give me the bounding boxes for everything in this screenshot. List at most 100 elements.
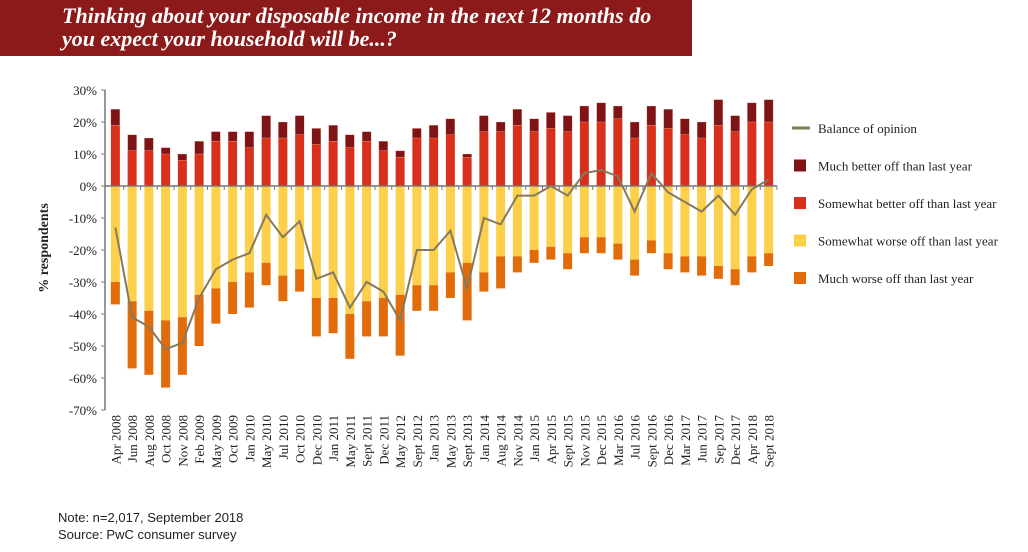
bar-much-worse [697, 256, 707, 276]
bar-much-worse [144, 310, 154, 375]
bar-much-better [730, 115, 740, 132]
bar-somewhat-worse [244, 186, 254, 273]
bar-somewhat-better [244, 147, 254, 186]
x-tick-label: Sept 2016 [644, 415, 659, 468]
bar-somewhat-worse [412, 186, 422, 286]
y-tick-label: -60% [69, 371, 97, 386]
bar-much-better [144, 137, 154, 151]
bar-much-better [713, 99, 724, 126]
bar-much-better [579, 105, 590, 123]
bar-somewhat-better [479, 131, 489, 186]
bar-much-worse [646, 240, 656, 254]
bar-much-better [395, 150, 405, 158]
legend-label: Much better off than last year [818, 159, 973, 174]
bar-much-worse [328, 298, 338, 334]
legend-swatch [794, 159, 806, 172]
bar-much-worse [445, 272, 455, 298]
bar-somewhat-worse [144, 186, 154, 311]
bar-much-better [696, 121, 707, 139]
bar-much-better [412, 128, 422, 139]
bar-somewhat-worse [445, 186, 455, 273]
bar-much-better [244, 131, 255, 148]
x-tick-label: Jan 2011 [326, 415, 341, 461]
bar-much-better [361, 131, 372, 142]
bar-somewhat-worse [295, 186, 305, 270]
x-tick-label: Sept 2013 [460, 415, 475, 467]
bar-somewhat-worse [177, 186, 187, 318]
x-tick-label: Sept 2018 [762, 415, 777, 467]
legend-swatch [794, 272, 806, 284]
x-tick-label: Jan 2010 [242, 415, 257, 462]
bar-much-better [294, 115, 305, 135]
bar-much-worse [680, 256, 690, 273]
bar-somewhat-better [127, 150, 137, 186]
bar-somewhat-worse [395, 186, 405, 295]
bar-somewhat-better [362, 141, 372, 186]
bar-somewhat-better [496, 131, 506, 186]
bar-somewhat-worse [211, 186, 221, 289]
bar-much-better [227, 131, 238, 142]
bar-somewhat-better [697, 138, 707, 186]
y-tick-label: 30% [73, 83, 97, 98]
x-tick-label: Jun 2017 [695, 415, 710, 463]
x-tick-label: May 2011 [343, 415, 358, 468]
bar-much-better [462, 153, 472, 158]
bar-much-better [160, 147, 171, 155]
x-tick-label: Nov 2008 [175, 415, 190, 467]
bar-somewhat-worse [278, 186, 288, 276]
y-tick-label: -10% [69, 211, 97, 226]
bar-somewhat-better [563, 131, 573, 186]
x-tick-label: Jan 2013 [427, 415, 442, 462]
bar-much-better [529, 118, 539, 132]
bar-much-better [110, 109, 121, 126]
bar-much-worse [630, 259, 640, 276]
bar-much-worse [127, 301, 137, 369]
bar-much-worse [730, 269, 740, 286]
bar-somewhat-worse [730, 186, 740, 270]
bar-somewhat-better [110, 125, 120, 186]
bar-much-worse [177, 317, 187, 375]
x-tick-label: Aug 2008 [142, 415, 157, 467]
y-tick-label: -50% [69, 339, 97, 354]
x-tick-label: Jan 2015 [527, 415, 542, 462]
bar-much-better [613, 105, 623, 119]
bar-much-better [747, 102, 757, 123]
x-tick-label: Jul 2016 [628, 415, 643, 460]
bar-somewhat-worse [697, 186, 707, 257]
bar-much-better [596, 102, 606, 123]
legend-swatch [794, 234, 806, 247]
x-tick-label: Feb 2009 [192, 415, 207, 464]
bar-somewhat-worse [529, 186, 539, 250]
bar-somewhat-worse [479, 186, 489, 273]
y-tick-label: -20% [69, 243, 97, 258]
bar-much-worse [311, 298, 321, 337]
bar-somewhat-worse [496, 186, 506, 257]
bar-somewhat-better [512, 125, 522, 186]
legend-label: Somewhat better off than last year [818, 196, 997, 211]
bar-somewhat-worse [713, 186, 723, 266]
bar-somewhat-better [579, 122, 589, 186]
bar-somewhat-worse [362, 186, 372, 302]
bar-much-better [646, 105, 657, 126]
bar-much-worse [295, 269, 305, 292]
x-tick-label: Sep 2017 [711, 415, 726, 464]
y-tick-label: 20% [73, 115, 97, 130]
bar-somewhat-better [261, 138, 271, 186]
bar-much-worse [429, 285, 439, 311]
bar-somewhat-better [429, 138, 439, 186]
bar-much-worse [110, 282, 120, 305]
bar-much-worse [194, 294, 204, 346]
bar-much-worse [345, 314, 355, 359]
x-tick-label: May 2012 [393, 415, 408, 468]
bar-somewhat-worse [579, 186, 589, 238]
bar-somewhat-worse [747, 186, 757, 257]
bar-much-better [546, 112, 556, 129]
x-tick-label: Sept 2012 [410, 415, 425, 467]
bar-much-better [345, 134, 355, 148]
bar-somewhat-worse [127, 186, 137, 302]
bar-much-better [680, 118, 690, 135]
bar-somewhat-better [144, 150, 154, 186]
bar-somewhat-better [412, 138, 422, 186]
bar-somewhat-better [378, 150, 388, 186]
bar-somewhat-worse [311, 186, 321, 298]
